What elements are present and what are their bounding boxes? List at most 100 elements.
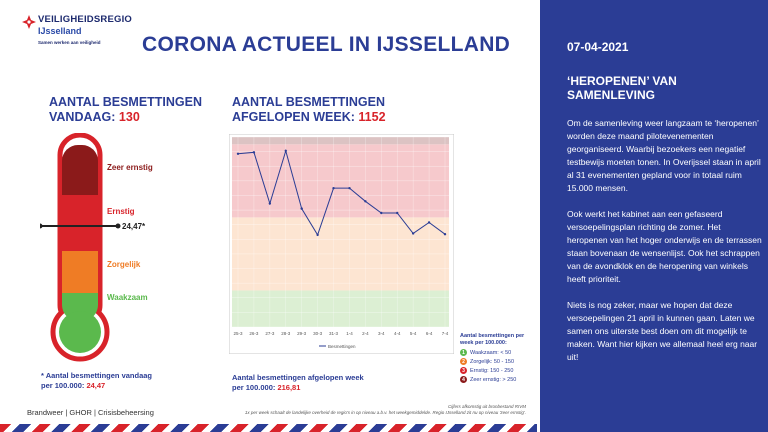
x-tick-label: 3-4 [378, 331, 385, 336]
legend-label-2: Zorgelijk: 50 - 150 [470, 358, 515, 365]
data-point-1-4 [348, 186, 351, 190]
legend-badge-1: 1 [460, 349, 467, 356]
today-note-label: per 100.000: [41, 381, 87, 390]
panel-date: 07-04-2021 [567, 40, 629, 54]
page-title: CORONA ACTUEEL IN IJSSELLAND [142, 33, 511, 56]
legend-item-zeer-ernstig: 4 Zeer ernstig: > 250 [460, 376, 542, 383]
today-heading-label: VANDAAG: [49, 110, 116, 124]
panel-body: Om de samenleving weer langzaam te ‘hero… [567, 117, 763, 377]
today-heading: AANTAL BESMETTINGEN VANDAAG: 130 [49, 95, 202, 125]
today-note: * Aantal besmettingen vandaag per 100.00… [41, 371, 152, 391]
logo-mark-icon [22, 15, 36, 29]
x-tick-label: 31-3 [329, 331, 339, 336]
zone-label-ernstig: Ernstig [107, 207, 135, 216]
x-tick-label: 27-3 [265, 331, 275, 336]
data-point-2-4 [364, 200, 367, 203]
legend-badge-3: 3 [460, 367, 467, 374]
data-point-30-3 [316, 233, 319, 237]
x-tick-label: 26-3 [249, 331, 259, 336]
legend-label-1: Waakzaam: < 50 [470, 349, 512, 356]
thermometer [40, 133, 121, 362]
legend-title-line1: Aantal besmettingen per [460, 333, 525, 339]
week-heading-line1: AANTAL BESMETTINGEN [232, 95, 386, 109]
week-note-value: 216,81 [277, 383, 301, 392]
data-point-27-3 [268, 202, 272, 205]
level-legend: Aantal besmettingen per week per 100.000… [460, 333, 542, 383]
x-tick-label: 2-4 [362, 331, 369, 336]
legend-item-zorgelijk: 2 Zorgelijk: 50 - 150 [460, 358, 542, 365]
legend-badge-2: 2 [460, 358, 467, 365]
level-dot-left [40, 223, 43, 229]
footer-source-line2: 1x per week schaalt de landelijke overhe… [244, 410, 526, 415]
panel-title-line2: SAMENLEVING [567, 88, 656, 102]
news-panel: 07-04-2021 ‘HEROPENEN’ VAN SAMENLEVING O… [540, 0, 768, 432]
logo-name: VEILIGHEIDSREGIO [38, 14, 132, 25]
series-line [237, 149, 446, 237]
footer-source: Cijfers afkomstig uit bronbestand RIVM 1… [196, 404, 526, 416]
chart-band-1 [232, 290, 449, 327]
data-point-5-4 [411, 232, 415, 235]
footer-stripe [0, 424, 537, 432]
legend-badge-4: 4 [460, 376, 467, 383]
level-dot-right [115, 223, 121, 229]
legend-title-line2: week per 100.000: [460, 340, 507, 346]
thermometer-bulb [59, 311, 101, 353]
x-tick-label: 6-4 [426, 331, 433, 336]
today-note-line1: * Aantal besmettingen vandaag [41, 371, 152, 380]
x-tick-label: 30-3 [313, 331, 323, 336]
data-point-25-3 [236, 152, 240, 156]
data-point-3-4 [380, 211, 383, 215]
week-note-line1: Aantal besmettingen afgelopen week [232, 373, 364, 382]
today-value: 130 [118, 110, 140, 124]
x-tick-label: 5-4 [410, 331, 417, 336]
week-note: Aantal besmettingen afgelopen week per 1… [232, 373, 364, 393]
zone-ernstig [62, 195, 98, 251]
data-point-28-3 [284, 149, 287, 153]
legend-label-3: Ernstig: 150 - 250 [470, 367, 514, 374]
x-tick-label: 25-3 [233, 331, 243, 336]
zone-label-waakzaam: Waakzaam [107, 293, 148, 302]
data-point-29-3 [300, 207, 303, 210]
today-heading-line1: AANTAL BESMETTINGEN [49, 95, 203, 109]
data-point-4-4 [396, 211, 399, 215]
level-label: 24,47* [122, 222, 146, 231]
today-note-line2: per 100.000: 24,47 [41, 381, 152, 391]
panel-title-line1: ‘HEROPENEN’ VAN [567, 74, 677, 88]
week-chart: 25-3 26-3 27-3 28-3 29-3 30-3 31-3 1-4 2-4 3-4 4-4… [229, 134, 454, 354]
logo-region: IJsselland [38, 26, 82, 36]
footer-organisations: Brandweer | GHOR | Crisisbeheersing [27, 408, 154, 417]
week-note-line2: per 100.000: 216,81 [232, 383, 364, 393]
legend-item-ernstig: 3 Ernstig: 150 - 250 [460, 367, 542, 374]
x-tick-label: 4-4 [394, 331, 401, 336]
zone-zeer-ernstig [62, 145, 98, 195]
panel-paragraph-2: Ook werkt het kabinet aan een gefaseerd … [567, 209, 762, 284]
data-point-6-4 [427, 221, 431, 224]
panel-paragraph-1: Om de samenleving weer langzaam te ‘hero… [567, 118, 761, 193]
logo-tagline: Samen werken aan veiligheid [38, 40, 101, 45]
data-point-31-3 [332, 186, 335, 190]
x-tick-label: 28-3 [281, 331, 291, 336]
zone-zorgelijk [62, 251, 98, 293]
chart-legend-label: Besmettingen [328, 344, 356, 349]
week-heading-line2: AFGELOPEN WEEK: 1152 [232, 110, 386, 125]
data-point-7-4 [443, 232, 447, 236]
chart-band-4 [232, 137, 449, 145]
zone-label-zeer-ernstig: Zeer ernstig [107, 163, 153, 172]
x-tick-label: 7-4 [442, 331, 449, 336]
logo: VEILIGHEIDSREGIO IJsselland Samen werken… [22, 13, 132, 53]
legend-item-waakzaam: 1 Waakzaam: < 50 [460, 349, 542, 356]
panel-paragraph-3: Niets is nog zeker, maar we hopen dat de… [567, 300, 758, 362]
week-heading-label: AFGELOPEN WEEK: [232, 110, 359, 124]
today-note-value: 24,47 [86, 381, 106, 390]
x-tick-label: 1-4 [346, 331, 353, 336]
week-heading: AANTAL BESMETTINGEN AFGELOPEN WEEK: 1152 [232, 95, 386, 125]
zone-label-zorgelijk: Zorgelijk [107, 260, 141, 269]
week-note-label: per 100.000: [232, 383, 278, 392]
footer-source-line1: Cijfers afkomstig uit bronbestand RIVM [447, 404, 526, 409]
data-point-26-3 [252, 151, 256, 154]
panel-title: ‘HEROPENEN’ VAN SAMENLEVING [567, 74, 677, 102]
x-tick-label: 29-3 [297, 331, 307, 336]
week-value: 1152 [358, 110, 386, 124]
legend-label-4: Zeer ernstig: > 250 [470, 376, 517, 383]
today-heading-line2: VANDAAG: 130 [49, 110, 202, 125]
